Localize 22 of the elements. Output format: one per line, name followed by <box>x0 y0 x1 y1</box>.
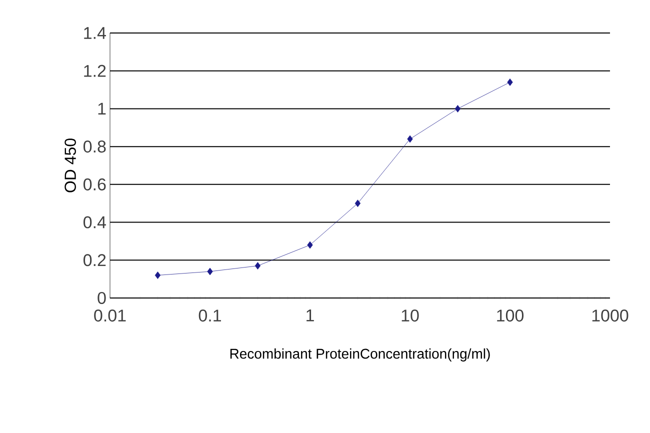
x-tick-label: 100 <box>497 310 524 322</box>
x-tick-label: 1 <box>306 310 314 322</box>
x-axis-title: Recombinant ProteinConcentration(ng/ml) <box>230 348 490 362</box>
point <box>307 241 313 249</box>
point <box>507 78 513 86</box>
y-tick-label: 1.2 <box>84 64 106 77</box>
point <box>154 272 161 279</box>
y-tick-label: 0.6 <box>84 178 106 190</box>
y-axis-title: OD 450 <box>64 138 76 192</box>
y-tick-label: 0.8 <box>84 140 106 153</box>
y-tick-label: 0.4 <box>84 216 106 228</box>
x-tick-label: 1000 <box>592 310 628 322</box>
x-tick-label: 0.1 <box>198 310 221 322</box>
x-tick-label: 0.01 <box>94 310 126 322</box>
y-tick-label: 1 <box>98 102 106 115</box>
x-tick-label: 10 <box>402 310 419 322</box>
y-tick-label: 0.2 <box>84 254 106 266</box>
y-tick-label: 0 <box>98 292 106 304</box>
point <box>407 135 413 143</box>
point <box>254 262 261 270</box>
y-tick-label: 1.4 <box>84 27 106 39</box>
point <box>354 200 361 208</box>
